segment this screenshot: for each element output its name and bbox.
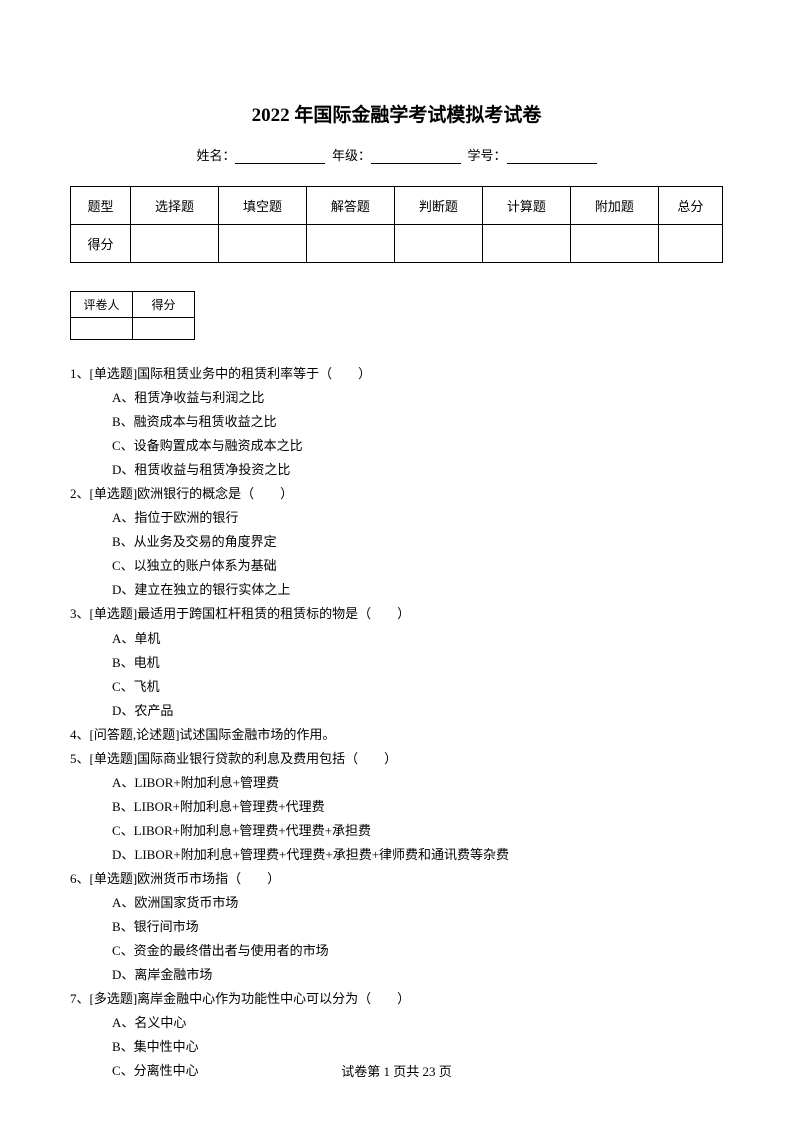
score-table: 题型 选择题 填空题 解答题 判断题 计算题 附加题 总分 得分 (70, 186, 723, 263)
option-text: B、从业务及交易的角度界定 (112, 530, 723, 554)
option-text: D、离岸金融市场 (112, 963, 723, 987)
grade-blank (371, 150, 461, 164)
table-cell (306, 225, 394, 263)
option-text: B、融资成本与租赁收益之比 (112, 410, 723, 434)
table-cell (218, 225, 306, 263)
table-header: 判断题 (394, 187, 482, 225)
option-text: D、租赁收益与租赁净投资之比 (112, 458, 723, 482)
table-header: 填空题 (218, 187, 306, 225)
table-row (71, 318, 195, 340)
page-title: 2022 年国际金融学考试模拟考试卷 (70, 100, 723, 127)
option-text: A、租赁净收益与利润之比 (112, 386, 723, 410)
page-footer: 试卷第 1 页共 23 页 (0, 1061, 793, 1080)
option-text: B、电机 (112, 651, 723, 675)
question-text: 4、[问答题,论述题]试述国际金融市场的作用。 (70, 723, 723, 747)
option-text: C、设备购置成本与融资成本之比 (112, 434, 723, 458)
question-text: 1、[单选题]国际租赁业务中的租赁利率等于（ ） (70, 362, 723, 386)
table-header: 题型 (71, 187, 131, 225)
table-header: 评卷人 (71, 292, 133, 318)
table-cell (658, 225, 722, 263)
student-info-line: 姓名： 年级： 学号： (70, 145, 723, 164)
name-label: 姓名： (196, 148, 235, 163)
table-header: 总分 (658, 187, 722, 225)
id-blank (507, 150, 597, 164)
table-header: 计算题 (482, 187, 570, 225)
question-text: 2、[单选题]欧洲银行的概念是（ ） (70, 482, 723, 506)
option-text: B、银行间市场 (112, 915, 723, 939)
table-header: 得分 (133, 292, 195, 318)
table-cell (482, 225, 570, 263)
option-text: B、LIBOR+附加利息+管理费+代理费 (112, 795, 723, 819)
question-text: 7、[多选题]离岸金融中心作为功能性中心可以分为（ ） (70, 987, 723, 1011)
option-text: A、欧洲国家货币市场 (112, 891, 723, 915)
grade-label: 年级： (332, 148, 371, 163)
option-text: A、LIBOR+附加利息+管理费 (112, 771, 723, 795)
question-text: 6、[单选题]欧洲货币市场指（ ） (70, 867, 723, 891)
question-text: 3、[单选题]最适用于跨国杠杆租赁的租赁标的物是（ ） (70, 602, 723, 626)
option-text: C、资金的最终借出者与使用者的市场 (112, 939, 723, 963)
option-text: C、飞机 (112, 675, 723, 699)
table-cell (71, 318, 133, 340)
option-text: B、集中性中心 (112, 1035, 723, 1059)
questions-area: 1、[单选题]国际租赁业务中的租赁利率等于（ ）A、租赁净收益与利润之比B、融资… (70, 362, 723, 1083)
table-cell (394, 225, 482, 263)
option-text: A、名义中心 (112, 1011, 723, 1035)
option-text: D、农产品 (112, 699, 723, 723)
table-cell (570, 225, 658, 263)
table-cell: 得分 (71, 225, 131, 263)
option-text: A、指位于欧洲的银行 (112, 506, 723, 530)
table-header: 选择题 (131, 187, 219, 225)
option-text: C、LIBOR+附加利息+管理费+代理费+承担费 (112, 819, 723, 843)
id-label: 学号： (468, 148, 507, 163)
option-text: D、建立在独立的银行实体之上 (112, 578, 723, 602)
question-text: 5、[单选题]国际商业银行贷款的利息及费用包括（ ） (70, 747, 723, 771)
table-row: 评卷人 得分 (71, 292, 195, 318)
table-cell (131, 225, 219, 263)
table-header: 解答题 (306, 187, 394, 225)
table-row: 得分 (71, 225, 723, 263)
table-cell (133, 318, 195, 340)
option-text: D、LIBOR+附加利息+管理费+代理费+承担费+律师费和通讯费等杂费 (112, 843, 723, 867)
grader-table: 评卷人 得分 (70, 291, 195, 340)
option-text: C、以独立的账户体系为基础 (112, 554, 723, 578)
table-header-row: 题型 选择题 填空题 解答题 判断题 计算题 附加题 总分 (71, 187, 723, 225)
name-blank (235, 150, 325, 164)
option-text: A、单机 (112, 627, 723, 651)
table-header: 附加题 (570, 187, 658, 225)
